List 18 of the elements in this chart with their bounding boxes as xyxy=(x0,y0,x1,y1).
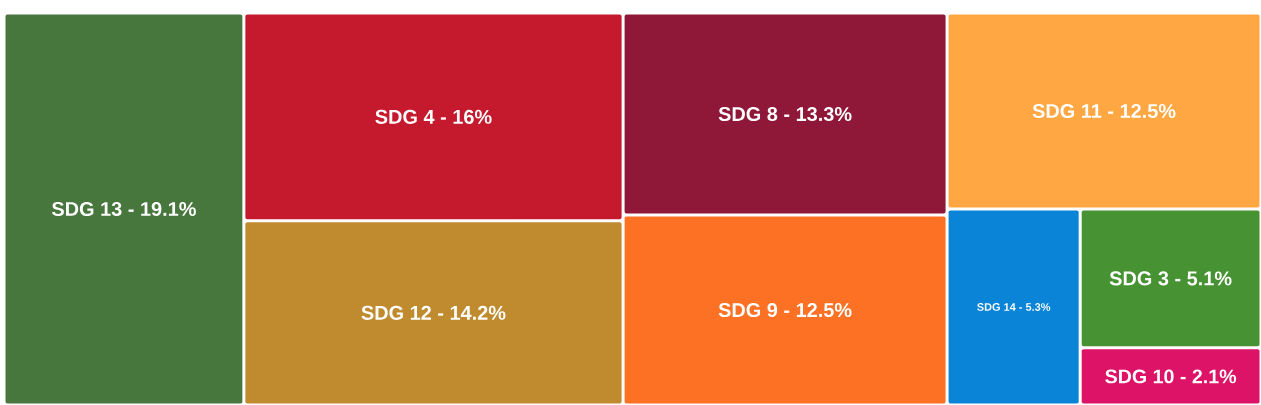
category-label: SDG 14 - xyxy=(977,303,1023,311)
category-label: SDG 8 - xyxy=(718,106,790,122)
category-label: SDG 10 - xyxy=(1105,369,1186,384)
category-label: SDG 3 - xyxy=(1109,271,1181,286)
data-label: 12.5% xyxy=(796,302,852,318)
data-label: 12.5% xyxy=(1120,103,1176,119)
category-label: SDG 9 - xyxy=(718,302,790,318)
category-label: SDG 12 - xyxy=(361,305,444,320)
data-label: 14.2% xyxy=(450,305,506,320)
category-label: SDG 13 - xyxy=(51,201,134,217)
data-label: 5.3% xyxy=(1025,303,1051,311)
category-label: SDG 4 - xyxy=(375,109,446,124)
data-label: 19.1% xyxy=(141,201,196,217)
data-label: 5.1% xyxy=(1187,271,1232,286)
data-label: 2.1% xyxy=(1192,369,1237,384)
category-label: SDG 11 - xyxy=(1032,103,1114,119)
data-label: 13.3% xyxy=(796,106,852,122)
data-label: 16% xyxy=(453,109,492,124)
